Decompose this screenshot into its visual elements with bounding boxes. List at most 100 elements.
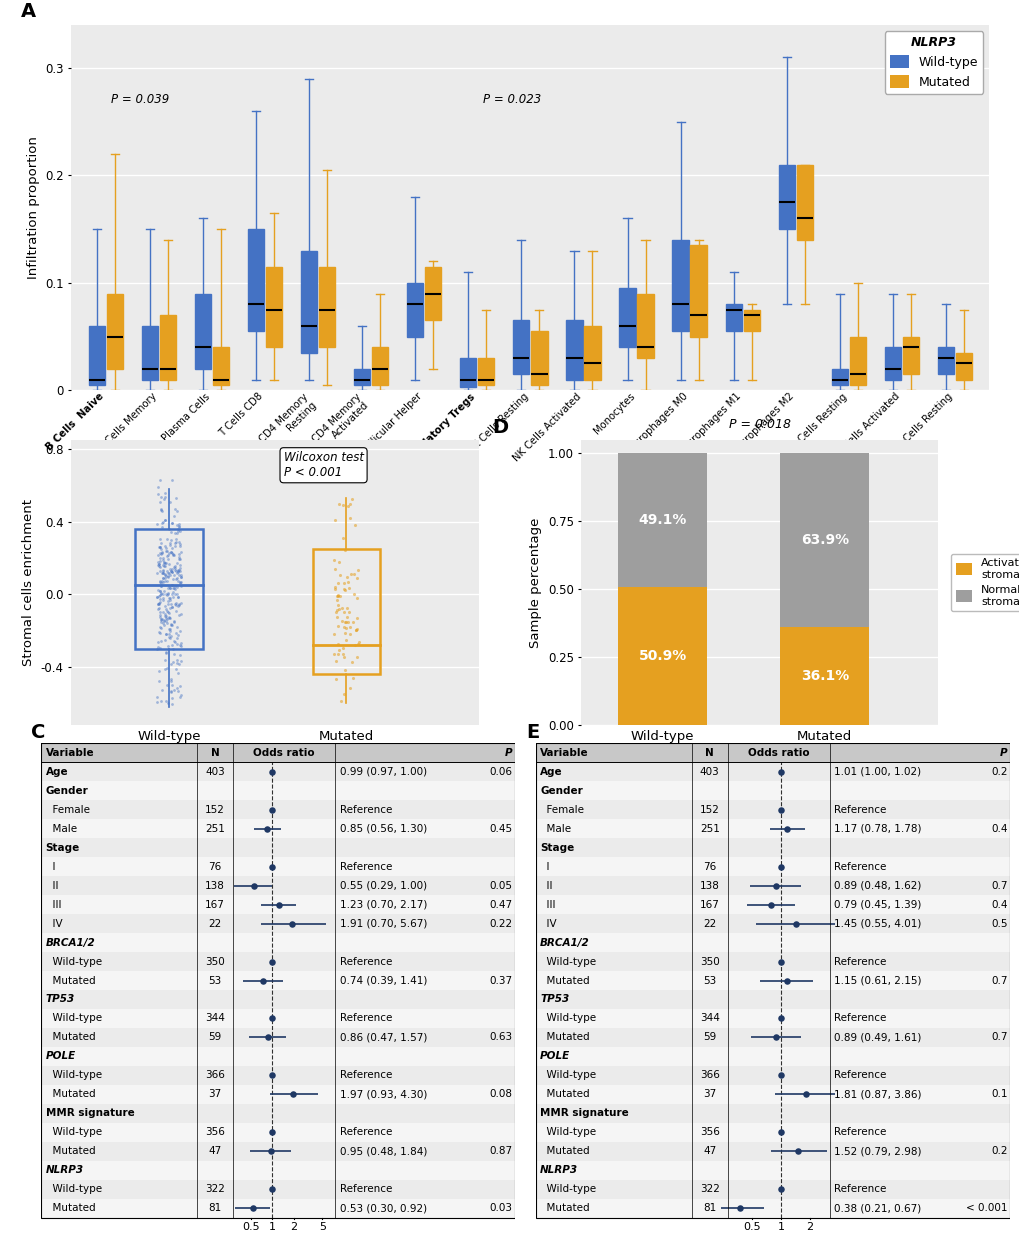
Text: Age: Age [46,767,68,777]
Point [167,536,183,556]
Point [164,585,180,605]
Point [163,530,179,550]
Text: 403: 403 [205,767,225,777]
Text: Mutated: Mutated [540,1146,589,1156]
Point [168,617,184,637]
Point [168,529,184,549]
Point [336,612,353,632]
Point [153,544,169,564]
Point [154,564,170,584]
Text: Reference: Reference [339,1014,391,1023]
Point [171,560,187,580]
Point [152,638,168,658]
PathPatch shape [301,250,317,353]
Text: IV: IV [46,918,62,928]
Point [171,522,187,541]
Text: B Cells Memory: B Cells Memory [97,392,159,453]
Point [160,585,176,605]
Point [350,560,366,580]
Point [161,587,177,607]
Bar [41,876,515,895]
Text: 356: 356 [205,1127,225,1137]
Text: 0.63: 0.63 [489,1032,513,1042]
Point [168,601,184,621]
Point [329,586,345,606]
Point [162,535,178,555]
Point [156,483,172,503]
Point [161,607,177,627]
Point [245,1198,261,1218]
Point [772,1180,789,1199]
Point [149,477,165,497]
Point [152,556,168,576]
Bar [41,895,515,914]
Point [149,551,165,571]
Text: 322: 322 [699,1184,719,1194]
Point [166,533,182,553]
Text: 403: 403 [699,767,719,777]
Point [336,540,353,560]
Bar [535,839,1009,857]
Point [167,523,183,543]
Point [150,556,166,576]
Point [156,488,172,508]
Point [155,560,171,580]
Point [161,565,177,585]
Text: N: N [211,748,219,758]
Point [155,512,171,532]
Point [160,603,176,623]
PathPatch shape [883,347,900,379]
Point [171,532,187,551]
Point [163,597,179,617]
Point [170,519,186,539]
Point [168,569,184,589]
Point [264,800,280,820]
Point [772,1009,789,1028]
Text: 53: 53 [702,975,715,985]
Text: Reference: Reference [834,1014,886,1023]
Point [161,608,177,628]
Point [160,579,176,598]
Point [164,688,180,707]
Point [169,681,185,701]
Point [151,623,167,643]
Point [158,642,174,662]
Text: Stage: Stage [46,843,79,852]
Point [157,569,173,589]
Bar [535,914,1009,933]
Text: Female: Female [46,805,90,815]
Point [340,602,357,622]
Bar [41,839,515,857]
Text: Mutated: Mutated [540,1032,589,1042]
Text: 0.37: 0.37 [489,975,513,985]
Text: Wilcoxon test
P < 0.001: Wilcoxon test P < 0.001 [283,451,363,479]
Bar [41,971,515,990]
Point [161,628,177,648]
PathPatch shape [830,369,847,385]
Text: 0.86 (0.47, 1.57): 0.86 (0.47, 1.57) [339,1032,427,1042]
Point [153,576,169,596]
Point [153,572,169,592]
Text: Mutated: Mutated [46,975,95,985]
Point [150,600,166,620]
Bar [618,587,706,725]
Point [164,675,180,695]
Point [172,652,189,672]
Point [151,622,167,642]
Bar [780,627,868,725]
Point [165,569,181,589]
Point [329,644,345,664]
Text: Wild-type: Wild-type [46,957,102,966]
Text: Reference: Reference [339,1184,391,1194]
Y-axis label: Stromal cells enrichment: Stromal cells enrichment [22,499,36,665]
Point [164,563,180,582]
Point [772,1066,789,1085]
Bar [313,549,380,674]
PathPatch shape [849,337,865,385]
Text: 0.87: 0.87 [489,1146,513,1156]
Point [172,566,189,586]
Text: P = 0.018: P = 0.018 [729,419,790,431]
Point [772,762,789,782]
Text: T Cells CD4 Memory
Activated: T Cells CD4 Memory Activated [284,392,371,478]
Text: 36.1%: 36.1% [800,669,848,683]
